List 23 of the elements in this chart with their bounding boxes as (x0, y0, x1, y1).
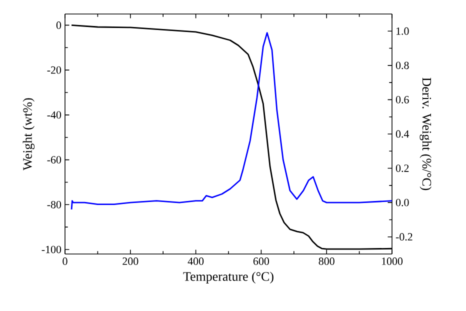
y-tick-label: -20 (47, 66, 62, 74)
y2-tick-label: 0.0 (396, 198, 409, 206)
x-tick-label: 0 (62, 258, 68, 265)
y2-tick-label: 1.0 (396, 27, 409, 35)
x-tick-label: 400 (188, 258, 204, 265)
y2-tick-label: 0.6 (396, 96, 409, 104)
x-axis-title: Temperature (°C) (183, 272, 274, 284)
y2-tick-label: 0.2 (396, 164, 409, 172)
y2-axis-title: Deriv. Weight (%/°C) (420, 78, 432, 190)
y-tick-label: -60 (47, 156, 62, 164)
y-tick-label: -100 (42, 246, 62, 254)
x-tick-label: 1000 (382, 258, 403, 265)
y-tick-label: 0 (56, 22, 62, 29)
line-series (70, 32, 392, 210)
y2-tick-label: 0.4 (396, 130, 410, 138)
x-tick-label: 800 (318, 258, 334, 265)
x-tick-label: 600 (253, 258, 270, 265)
x-tick-label: 200 (122, 258, 138, 265)
y-axis-title: Weight (wt%) (22, 98, 35, 170)
y-tick-label: -40 (47, 111, 62, 119)
y-tick-label: -80 (47, 200, 62, 208)
y2-tick-label: -0.2 (396, 233, 412, 241)
y2-tick-label: 0.8 (396, 62, 409, 70)
